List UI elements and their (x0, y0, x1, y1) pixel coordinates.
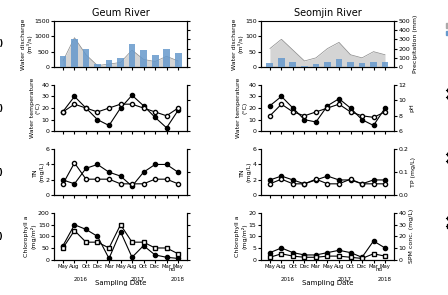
Bar (175, 53, 181, 67)
Title: Geum River: Geum River (92, 9, 149, 19)
Legend: Water discharge, Precipitation: Water discharge, Precipitation (444, 21, 448, 38)
Text: 2016: 2016 (280, 277, 294, 282)
Y-axis label: TP (mg/L): TP (mg/L) (411, 157, 416, 187)
Bar (117, 58, 124, 67)
Text: (B): (B) (0, 104, 3, 113)
Bar (358, 63, 366, 67)
Bar (267, 63, 273, 67)
X-axis label: Sampling Date: Sampling Date (302, 280, 353, 286)
Bar (82, 49, 90, 67)
Y-axis label: Water discharge
(m³/s): Water discharge (m³/s) (21, 18, 33, 70)
Bar (151, 55, 159, 67)
Bar (347, 62, 354, 67)
Bar (382, 63, 388, 67)
Bar (336, 59, 342, 67)
Legend: Chlorophyll a, SPM: Chlorophyll a, SPM (444, 214, 448, 231)
Bar (129, 44, 135, 67)
Bar (278, 58, 285, 67)
Bar (140, 50, 147, 67)
Y-axis label: Water temperature
(°C): Water temperature (°C) (30, 78, 40, 138)
Bar (94, 64, 101, 67)
Legend: Water temperature, pH: Water temperature, pH (444, 85, 448, 102)
Y-axis label: Chlorophyll a
(mg/m²): Chlorophyll a (mg/m²) (235, 216, 247, 257)
Y-axis label: TN
(mg/L): TN (mg/L) (241, 162, 251, 182)
Y-axis label: Precipitation (mm): Precipitation (mm) (413, 15, 418, 73)
Y-axis label: pH: pH (409, 104, 414, 112)
Text: (A): (A) (0, 40, 3, 48)
Y-axis label: Water temperature
(°C): Water temperature (°C) (237, 78, 247, 138)
X-axis label: Sampling Date: Sampling Date (95, 280, 146, 286)
Bar (289, 62, 297, 67)
Text: nd: nd (169, 267, 176, 272)
Bar (370, 62, 377, 67)
Bar (60, 56, 66, 67)
Text: (D): (D) (0, 232, 3, 241)
Y-axis label: SPM conc. (mg/L): SPM conc. (mg/L) (409, 209, 414, 263)
Bar (71, 39, 78, 67)
Bar (163, 49, 170, 67)
Text: 2018: 2018 (171, 277, 185, 282)
Title: Seomjin River: Seomjin River (293, 9, 362, 19)
Bar (313, 64, 319, 67)
Text: nd: nd (376, 267, 383, 272)
Text: 2018: 2018 (378, 277, 392, 282)
Y-axis label: Chlorophyll a
(mg/m²): Chlorophyll a (mg/m²) (25, 216, 36, 257)
Text: 2016: 2016 (73, 277, 87, 282)
Bar (301, 66, 308, 67)
Bar (106, 60, 112, 67)
Bar (324, 63, 331, 67)
Text: (C): (C) (0, 168, 3, 177)
Legend: TN, TP: TN, TP (444, 149, 448, 167)
Text: 2017: 2017 (131, 277, 145, 282)
Y-axis label: TN
(mg/L): TN (mg/L) (34, 162, 44, 182)
Y-axis label: Water discharge
(m³/s): Water discharge (m³/s) (232, 18, 244, 70)
Text: 2017: 2017 (338, 277, 352, 282)
